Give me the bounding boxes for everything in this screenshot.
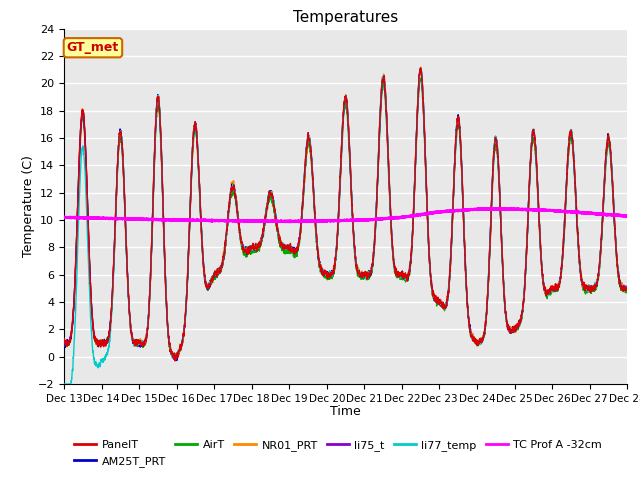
li77_temp [593,278,600,284]
NR01_PRT [170,356,178,361]
TC Prof A -32cm [488,206,495,212]
Line: AirT: AirT [64,78,627,359]
AirT [488,198,495,204]
NR01_PRT [417,64,425,70]
PanelT [327,273,335,278]
AM25T_PRT [488,196,495,202]
AM25T_PRT [417,66,424,72]
PanelT [60,336,68,342]
X-axis label: Time: Time [330,405,361,418]
PanelT [171,358,179,364]
li75_t [417,66,424,72]
PanelT [600,195,607,201]
PanelT [417,65,424,71]
Y-axis label: Temperature (C): Temperature (C) [22,156,35,257]
li75_t [593,280,600,286]
AirT [172,356,180,362]
AM25T_PRT [327,272,335,277]
Line: TC Prof A -32cm: TC Prof A -32cm [64,208,627,222]
li75_t [600,192,607,198]
TC Prof A -32cm [593,211,600,217]
li77_temp [488,195,495,201]
TC Prof A -32cm [623,214,631,219]
NR01_PRT [623,290,631,296]
NR01_PRT [327,272,335,278]
li75_t [172,357,179,362]
Legend: PanelT, AM25T_PRT, AirT, NR01_PRT, li75_t, li77_temp, TC Prof A -32cm: PanelT, AM25T_PRT, AirT, NR01_PRT, li75_… [70,436,607,471]
TC Prof A -32cm [472,207,479,213]
AM25T_PRT [472,339,479,345]
PanelT [252,243,259,249]
NR01_PRT [472,338,479,344]
li77_temp [60,381,68,387]
li75_t [488,196,495,202]
NR01_PRT [600,192,607,198]
li75_t [252,247,259,253]
PanelT [623,288,631,293]
PanelT [488,197,495,203]
TC Prof A -32cm [252,218,259,224]
AM25T_PRT [623,287,631,293]
NR01_PRT [252,244,259,250]
AM25T_PRT [252,244,259,250]
TC Prof A -32cm [285,219,293,225]
TC Prof A -32cm [600,211,607,217]
NR01_PRT [593,280,600,286]
AirT [593,283,600,289]
li77_temp [417,65,424,71]
li77_temp [326,272,334,278]
Line: li77_temp: li77_temp [64,68,627,384]
AM25T_PRT [593,283,600,288]
li75_t [60,340,68,346]
AirT [472,338,479,344]
Line: NR01_PRT: NR01_PRT [64,67,627,359]
Text: GT_met: GT_met [67,41,119,54]
AM25T_PRT [600,193,607,199]
Line: PanelT: PanelT [64,68,627,361]
Line: li75_t: li75_t [64,69,627,360]
TC Prof A -32cm [327,218,335,224]
li75_t [472,336,479,342]
AirT [60,344,68,349]
AirT [417,75,424,81]
NR01_PRT [60,341,68,347]
TC Prof A -32cm [60,214,68,220]
NR01_PRT [488,196,495,202]
li75_t [623,284,631,290]
AirT [600,200,607,205]
li77_temp [472,338,479,344]
TC Prof A -32cm [508,205,516,211]
Line: AM25T_PRT: AM25T_PRT [64,69,627,360]
li77_temp [252,244,259,250]
Title: Temperatures: Temperatures [293,10,398,25]
li77_temp [600,194,607,200]
AM25T_PRT [60,338,68,344]
AirT [327,275,335,281]
AirT [623,289,631,295]
AirT [252,249,259,255]
PanelT [593,280,600,286]
li77_temp [623,286,631,291]
li75_t [327,273,335,278]
PanelT [472,340,479,346]
AM25T_PRT [173,358,180,363]
